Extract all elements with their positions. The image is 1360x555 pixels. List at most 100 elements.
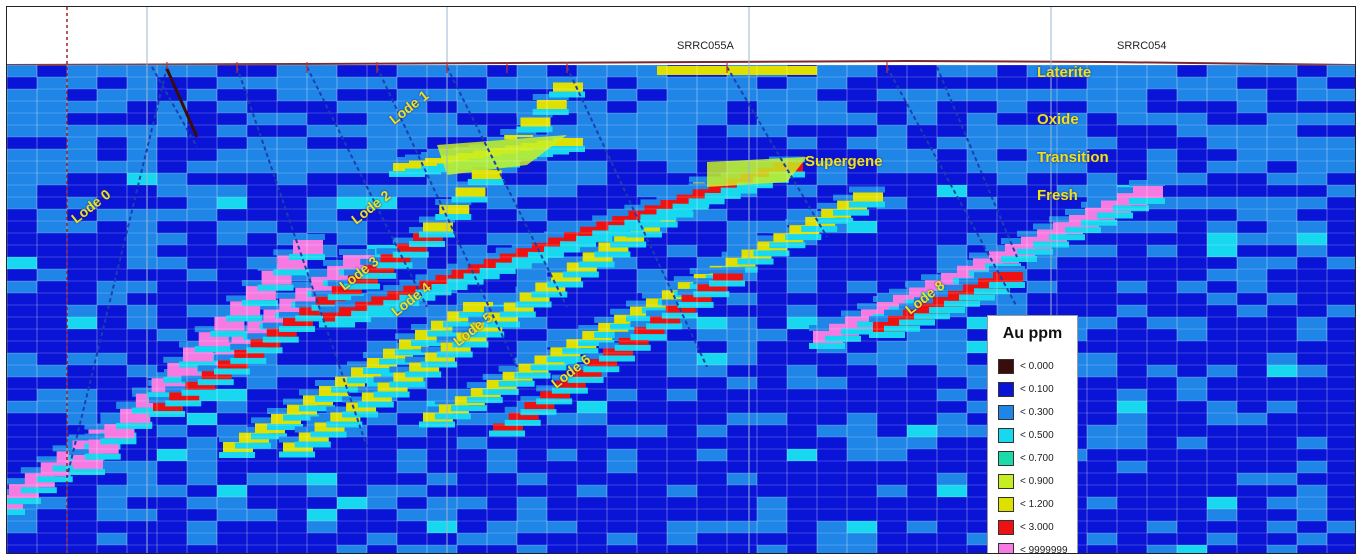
drill-trace [886,66,1018,308]
lode-block [348,275,378,284]
model-block [127,125,157,137]
model-block [1117,461,1147,473]
lode-halo-block [383,300,420,307]
model-block [517,521,547,533]
lode-halo-block [235,426,271,433]
lode-halo-block [515,301,552,308]
legend-label: < 1.200 [1020,498,1054,510]
model-block [787,281,817,293]
model-block [1237,101,1267,113]
model-block [1327,149,1355,161]
lode-halo-block [672,188,709,195]
lode-halo-block [294,441,331,448]
model-block [427,509,457,521]
model-block [907,353,937,365]
model-block [607,461,637,473]
lode-halo-block [672,203,709,210]
lode-block [299,307,330,316]
model-block [937,137,967,149]
model-block [97,497,127,509]
lode-halo-block [833,194,870,201]
model-block [517,545,547,553]
model-block [307,521,337,533]
model-block [1087,365,1117,377]
model-block [187,413,217,425]
model-block [7,113,37,125]
lode-halo-block [801,225,838,232]
model-block [1267,401,1297,413]
lode-halo-block [1001,256,1037,262]
model-block [1267,173,1297,185]
model-block [487,197,517,209]
model-block [97,293,127,305]
legend-swatch [998,450,1014,466]
model-block [337,77,367,89]
lode-halo-block [7,478,41,485]
lode-halo-block [884,309,920,316]
model-block [907,89,937,101]
model-block [307,221,337,233]
model-block [1117,221,1147,233]
lode-halo-block [825,335,861,342]
model-block [757,101,787,113]
lode-halo-block [459,296,495,302]
model-block [37,221,67,233]
lode-halo-block [769,242,806,249]
model-block [877,125,907,137]
lode-halo-block [532,109,569,115]
lode-halo-block [466,382,503,389]
model-block [1267,113,1297,125]
lode-halo-block [227,325,264,332]
model-block [637,77,667,89]
lode-halo-block [84,423,121,430]
model-block [1267,65,1297,77]
lode-halo-block [809,343,845,349]
model-block [187,89,217,101]
model-block [427,125,457,137]
drill-trace [376,66,518,368]
model-block [457,65,487,77]
lode-halo-block [693,291,730,298]
lode-halo-block [833,209,870,216]
model-block [847,113,877,125]
lode-halo-block [179,341,215,348]
model-block [1087,533,1117,545]
model-block [277,65,307,77]
model-block [937,365,967,377]
lode-halo-block [405,356,442,363]
model-block [607,89,637,101]
lode-halo-block [230,343,267,350]
lode-halo-block [499,311,536,318]
legend-item: < 0.300 [998,404,1054,420]
model-block [127,485,157,497]
model-block [1057,137,1087,149]
lode-halo-block [530,364,567,371]
lode-halo-block [583,366,620,373]
lode-halo-block [219,436,255,442]
lode-block [331,286,362,295]
model-block [1057,65,1087,77]
model-block [847,353,877,365]
lode-halo-block [594,331,631,338]
model-block [37,113,67,125]
model-block [1297,245,1327,257]
model-block [1087,173,1117,185]
model-block [697,209,727,221]
legend-item: < 1.200 [998,496,1054,512]
model-block [607,389,637,401]
model-block [637,101,667,113]
lode-halo-block [944,284,980,291]
model-block [667,137,697,149]
lode-halo-block [1001,238,1037,244]
model-block [847,545,877,553]
model-block [487,461,517,473]
model-block [487,101,517,113]
legend-label: < 0.900 [1020,475,1054,487]
lode-halo-block [447,278,484,285]
model-block [427,173,457,185]
lode-halo-block [246,347,283,354]
lode-halo-block [443,305,479,312]
model-block [937,89,967,101]
block-model-section [7,7,1355,553]
lode-halo-block [495,247,532,254]
